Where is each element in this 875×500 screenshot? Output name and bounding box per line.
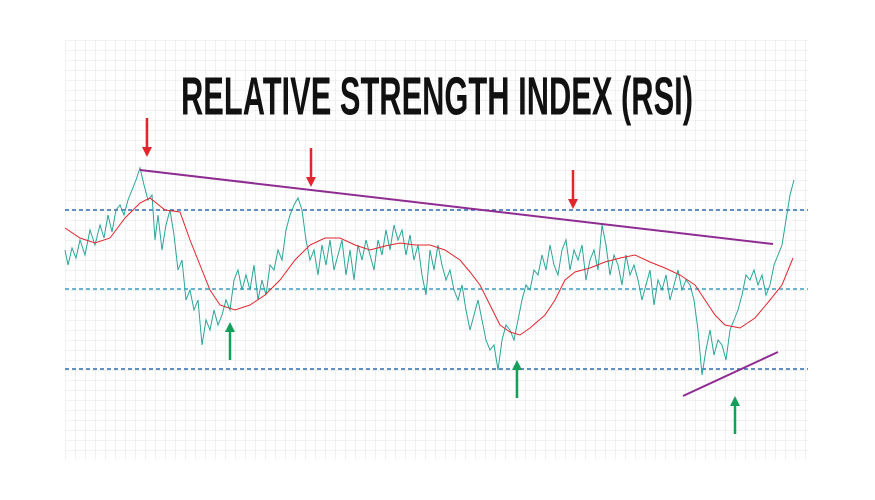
support-trendline [682, 351, 779, 397]
grid [65, 40, 808, 460]
resistance-trendline [139, 169, 774, 245]
title: RELATIVE STRENGTH INDEX (RSI) [181, 66, 693, 126]
rsi-line [64, 166, 795, 376]
moving-average [64, 197, 794, 336]
levels [65, 209, 808, 370]
sell-arrows [142, 118, 578, 209]
buy-arrows [225, 322, 740, 434]
